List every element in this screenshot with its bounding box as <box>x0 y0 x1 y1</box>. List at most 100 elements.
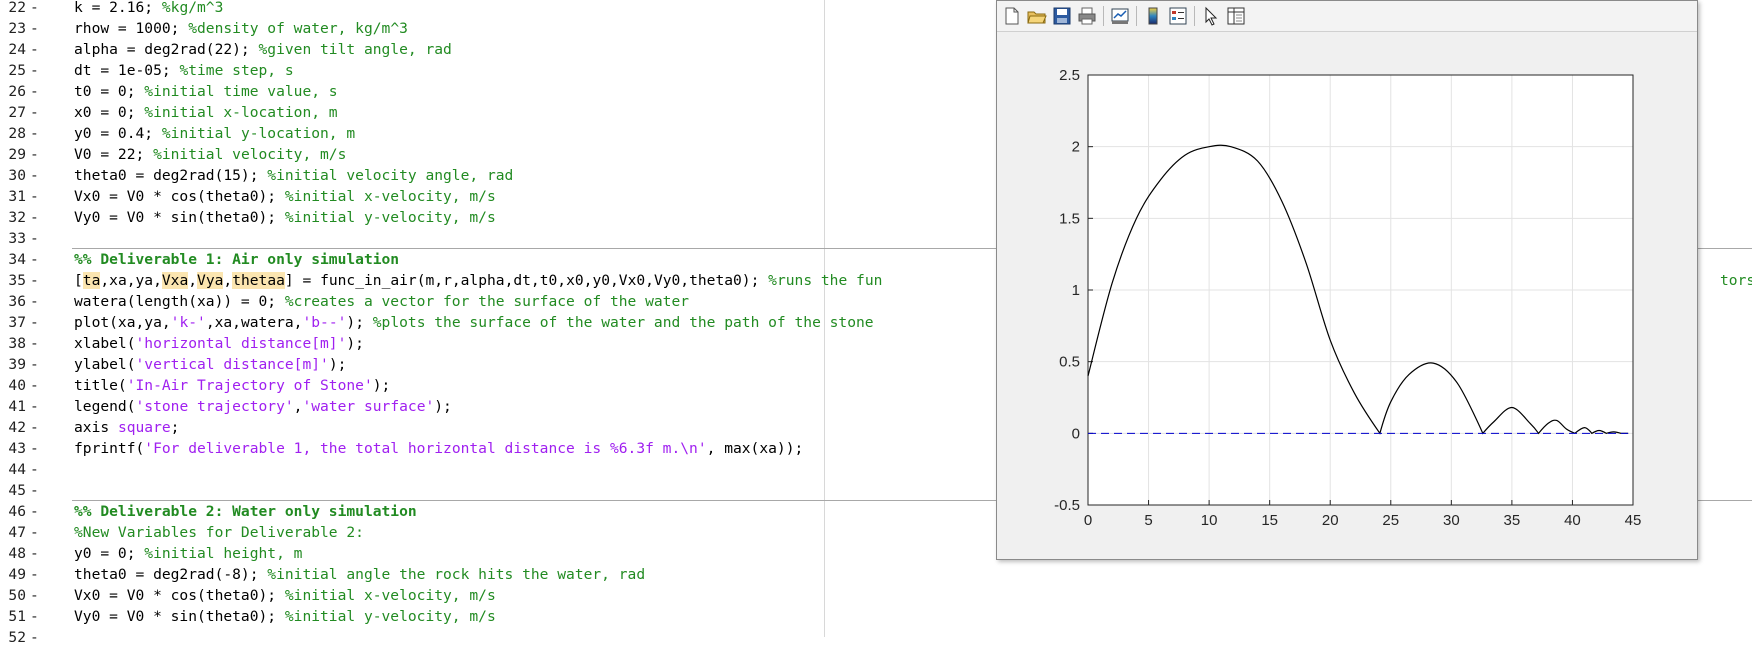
code-line[interactable]: 51- Vy0 = V0 * sin(theta0); %initial y-ve… <box>0 606 1752 627</box>
code-comment: %runs the fun <box>768 272 883 289</box>
breakpoint-marker[interactable]: - <box>30 503 39 520</box>
breakpoint-marker[interactable]: - <box>30 440 39 457</box>
code-line[interactable]: 43- fprintf('For deliverable 1, the total… <box>0 438 1752 459</box>
breakpoint-marker[interactable]: - <box>30 566 39 583</box>
edit-plot-icon[interactable] <box>1200 5 1222 27</box>
code-comment: %initial y-location, m <box>161 125 356 142</box>
code-line[interactable]: 33- <box>0 228 1752 249</box>
code-line[interactable]: 46- %% Deliverable 2: Water only simulati… <box>0 501 1752 522</box>
code-line[interactable]: 42- axis square; <box>0 417 1752 438</box>
property-inspector-icon[interactable] <box>1225 5 1247 27</box>
code-line[interactable]: 24- alpha = deg2rad(22); %given tilt angl… <box>0 39 1752 60</box>
breakpoint-marker[interactable]: - <box>30 482 39 499</box>
code-token: theta0 = deg2rad(-8); <box>74 566 268 583</box>
code-token: , <box>188 272 198 289</box>
stone-trajectory-line[interactable] <box>1087 144 1629 435</box>
breakpoint-marker[interactable]: - <box>30 461 39 478</box>
line-number: 41 <box>8 398 26 415</box>
code-line[interactable]: 22- k = 2.16; %kg/m^3 <box>0 0 1752 18</box>
line-number: 26 <box>8 83 26 100</box>
link-plot-icon[interactable] <box>1109 5 1131 27</box>
code-line[interactable]: 52- <box>0 627 1752 648</box>
code-comment: %initial velocity, m/s <box>153 146 347 163</box>
code-line[interactable]: 48- y0 = 0; %initial height, m <box>0 543 1752 564</box>
breakpoint-marker[interactable]: - <box>30 41 39 58</box>
breakpoint-marker[interactable]: - <box>30 167 39 184</box>
breakpoint-marker[interactable]: - <box>30 293 39 310</box>
y-tick-label: 1.5 <box>1059 210 1080 227</box>
breakpoint-marker[interactable]: - <box>30 545 39 562</box>
code-line[interactable]: 29- V0 = 22; %initial velocity, m/s <box>0 144 1752 165</box>
breakpoint-marker[interactable]: - <box>30 104 39 121</box>
code-token: V0 = 22; <box>74 146 154 163</box>
save-icon[interactable] <box>1051 5 1073 27</box>
breakpoint-marker[interactable]: - <box>30 524 39 541</box>
breakpoint-marker[interactable]: - <box>30 188 39 205</box>
code-line[interactable]: 23- rhow = 1000; %density of water, kg/m^… <box>0 18 1752 39</box>
code-line[interactable]: 28- y0 = 0.4; %initial y-location, m <box>0 123 1752 144</box>
breakpoint-marker[interactable]: - <box>30 125 39 142</box>
code-comment: %initial angle the rock hits the water, … <box>267 566 646 583</box>
code-line[interactable]: 40- title('In-Air Trajectory of Stone'); <box>0 375 1752 396</box>
line-number: 36 <box>8 293 26 310</box>
code-token: square <box>117 419 171 436</box>
line-number: 34 <box>8 251 26 268</box>
code-line[interactable]: 47- %New Variables for Deliverable 2: <box>0 522 1752 543</box>
code-line[interactable]: 35- [ta,xa,ya,Vxa,Vya,thetaa] = func_in_a… <box>0 270 1752 291</box>
code-line[interactable]: 41- legend('stone trajectory','water surf… <box>0 396 1752 417</box>
breakpoint-marker[interactable]: - <box>30 209 39 226</box>
breakpoint-marker[interactable]: - <box>30 230 39 247</box>
code-line[interactable]: 50- Vx0 = V0 * cos(theta0); %initial x-ve… <box>0 585 1752 606</box>
new-figure-icon[interactable] <box>1001 5 1023 27</box>
code-text: [ta,xa,ya,Vxa,Vya,thetaa] = func_in_air(… <box>74 270 882 291</box>
highlighted-variable: Vya <box>197 272 224 289</box>
insert-legend-icon[interactable] <box>1167 5 1189 27</box>
breakpoint-marker[interactable]: - <box>30 419 39 436</box>
code-line[interactable]: 27- x0 = 0; %initial x-location, m <box>0 102 1752 123</box>
figure-window[interactable]: 0 5 10 15 20 25 30 35 40 45 -0.5 0 0.5 1 1.5 2 2.5 <box>996 0 1698 560</box>
y-tick-label: 2.5 <box>1059 67 1080 84</box>
breakpoint-marker[interactable]: - <box>30 356 39 373</box>
print-icon[interactable] <box>1076 5 1098 27</box>
code-line[interactable]: 39- ylabel('vertical distance[m]'); <box>0 354 1752 375</box>
breakpoint-marker[interactable]: - <box>30 587 39 604</box>
breakpoint-marker[interactable]: - <box>30 62 39 79</box>
breakpoint-marker[interactable]: - <box>30 272 39 289</box>
code-line[interactable]: 32- Vy0 = V0 * sin(theta0); %initial y-ve… <box>0 207 1752 228</box>
breakpoint-marker[interactable]: - <box>30 83 39 100</box>
code-line[interactable]: 44- <box>0 459 1752 480</box>
breakpoint-marker[interactable]: - <box>30 608 39 625</box>
breakpoint-marker[interactable]: - <box>30 335 39 352</box>
breakpoint-marker[interactable]: - <box>30 251 39 268</box>
code-line[interactable]: 49- theta0 = deg2rad(-8); %initial angle … <box>0 564 1752 585</box>
breakpoint-marker[interactable]: - <box>30 398 39 415</box>
code-line[interactable]: 26- t0 = 0; %initial time value, s <box>0 81 1752 102</box>
breakpoint-marker[interactable]: - <box>30 314 39 331</box>
breakpoint-marker[interactable]: - <box>30 146 39 163</box>
line-number: 30 <box>8 167 26 184</box>
code-line[interactable]: 30- theta0 = deg2rad(15); %initial veloci… <box>0 165 1752 186</box>
code-text: Vy0 = V0 * sin(theta0); %initial y-veloc… <box>74 207 496 228</box>
breakpoint-marker[interactable]: - <box>30 0 39 16</box>
breakpoint-marker[interactable]: - <box>30 629 39 646</box>
code-line[interactable]: 38- xlabel('horizontal distance[m]'); <box>0 333 1752 354</box>
breakpoint-marker[interactable]: - <box>30 377 39 394</box>
toolbar-separator <box>1194 6 1195 26</box>
line-number: 42 <box>8 419 26 436</box>
line-number: 52 <box>8 629 26 646</box>
insert-colorbar-icon[interactable] <box>1142 5 1164 27</box>
code-line[interactable]: 45- <box>0 480 1752 501</box>
code-line[interactable]: 36- watera(length(xa)) = 0; %creates a ve… <box>0 291 1752 312</box>
plot-area[interactable]: 0 5 10 15 20 25 30 35 40 45-0.500.511.522.5 <box>997 32 1697 559</box>
code-token: xlabel( <box>74 335 136 352</box>
code-token: ); <box>346 314 373 331</box>
code-text: %% Deliverable 1: Air only simulation <box>74 249 399 270</box>
code-line[interactable]: 25- dt = 1e-05; %time step, s <box>0 60 1752 81</box>
open-file-icon[interactable] <box>1026 5 1048 27</box>
code-token: , max(xa)); <box>706 440 804 457</box>
code-comment: %initial y-velocity, m/s <box>284 209 496 226</box>
code-line[interactable]: 37- plot(xa,ya,'k-',xa,watera,'b--'); %pl… <box>0 312 1752 333</box>
code-line[interactable]: 34- %% Deliverable 1: Air only simulation <box>0 249 1752 270</box>
breakpoint-marker[interactable]: - <box>30 20 39 37</box>
code-line[interactable]: 31- Vx0 = V0 * cos(theta0); %initial x-ve… <box>0 186 1752 207</box>
